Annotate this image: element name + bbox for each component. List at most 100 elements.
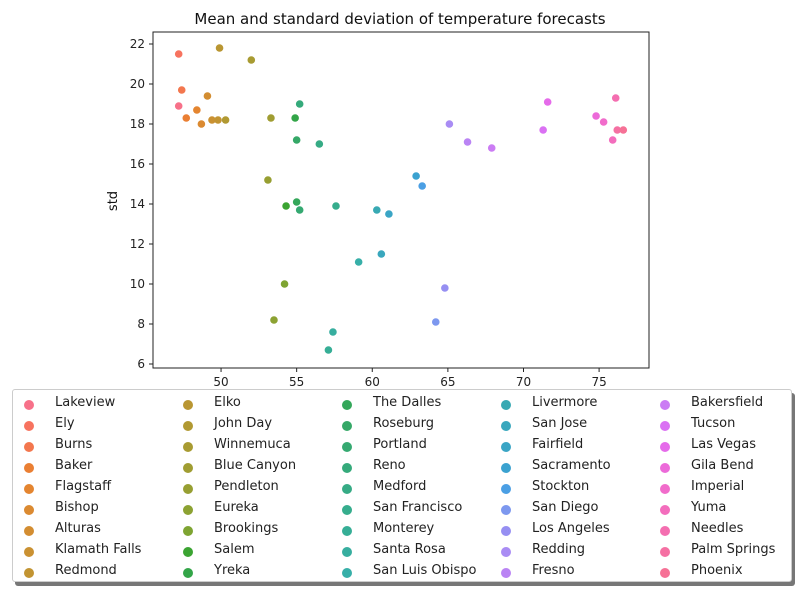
x-tick-label: 50 xyxy=(213,375,228,389)
legend-label: Salem xyxy=(214,542,255,557)
legend-label: San Luis Obispo xyxy=(373,563,477,578)
legend-marker xyxy=(24,421,34,431)
x-tick-label: 55 xyxy=(289,375,304,389)
legend: Lakeview Ely Burns Baker Flagstaff Bishop Altu… xyxy=(12,389,792,582)
legend-marker xyxy=(342,421,352,431)
data-point-sacramento xyxy=(412,172,420,180)
legend-marker xyxy=(24,526,34,536)
data-point-klamath-falls xyxy=(208,116,216,124)
legend-marker xyxy=(501,421,511,431)
data-point-portland xyxy=(295,206,304,214)
data-point-reno xyxy=(295,100,304,108)
legend-marker xyxy=(660,421,670,431)
data-point-blue-canyon xyxy=(267,114,275,122)
legend-label: Needles xyxy=(691,521,744,536)
y-tick-label: 6 xyxy=(137,357,145,371)
legend-marker xyxy=(24,463,34,473)
legend-marker xyxy=(183,568,193,578)
legend-marker xyxy=(501,484,511,494)
legend-label: Yuma xyxy=(691,500,727,515)
legend-label: Flagstaff xyxy=(55,479,112,494)
data-point-fairfield xyxy=(385,210,393,218)
legend-label: Las Vegas xyxy=(691,437,756,452)
legend-label: Sacramento xyxy=(532,458,611,473)
legend-label: Santa Rosa xyxy=(373,542,446,557)
y-tick-label: 18 xyxy=(130,117,145,131)
scatter-points xyxy=(174,44,628,354)
legend-marker xyxy=(183,442,193,452)
legend-marker xyxy=(660,568,670,578)
x-tick-label: 75 xyxy=(591,375,606,389)
legend-label: San Jose xyxy=(532,416,588,431)
data-point-imperial xyxy=(599,118,608,126)
legend-label: Elko xyxy=(214,395,241,410)
data-point-elko xyxy=(215,44,224,52)
y-tick-label: 12 xyxy=(130,237,145,251)
legend-marker xyxy=(183,526,193,536)
legend-marker xyxy=(501,442,511,452)
legend-label: Tucson xyxy=(691,416,736,431)
legend-label: Bakersfield xyxy=(691,395,764,410)
legend-label: San Diego xyxy=(532,500,599,515)
data-point-gila-bend xyxy=(592,112,600,120)
legend-label: Klamath Falls xyxy=(55,542,142,557)
data-point-los-angeles xyxy=(441,284,449,292)
legend-marker xyxy=(24,505,34,515)
y-tick-label: 20 xyxy=(130,77,145,91)
legend-label: The Dalles xyxy=(373,395,442,410)
data-point-bishop xyxy=(197,120,206,128)
data-point-yuma xyxy=(608,136,617,144)
legend-label: Yreka xyxy=(214,563,251,578)
data-point-redmond xyxy=(214,116,222,124)
data-point-santa-rosa xyxy=(329,328,337,336)
y-tick-label: 8 xyxy=(137,317,145,331)
legend-label: Baker xyxy=(55,458,93,473)
data-point-ely xyxy=(174,50,183,58)
legend-label: Palm Springs xyxy=(691,542,776,557)
data-point-bakersfield xyxy=(487,144,496,152)
data-point-san-jose xyxy=(377,250,386,258)
legend-label: Gila Bend xyxy=(691,458,754,473)
data-point-roseburg xyxy=(292,136,301,144)
legend-label: Imperial xyxy=(691,479,745,494)
data-point-john-day xyxy=(221,116,230,124)
legend-marker xyxy=(183,463,193,473)
data-point-burns xyxy=(177,86,186,94)
legend-marker xyxy=(501,547,511,557)
legend-marker xyxy=(660,526,670,536)
legend-marker xyxy=(24,484,34,494)
legend-marker xyxy=(342,526,352,536)
legend-marker xyxy=(660,547,670,557)
y-tick-label: 14 xyxy=(130,197,145,211)
y-tick-label: 22 xyxy=(130,37,145,51)
legend-label: Los Angeles xyxy=(532,521,610,536)
legend-marker xyxy=(24,547,34,557)
data-point-medford xyxy=(315,140,324,148)
data-point-flagstaff xyxy=(193,106,201,114)
legend-marker xyxy=(24,568,34,578)
legend-marker xyxy=(342,505,352,515)
data-point-lakeview xyxy=(174,102,183,110)
legend-marker xyxy=(342,442,352,452)
legend-label: Livermore xyxy=(532,395,598,410)
plot-area-frame xyxy=(152,31,650,369)
x-tick-label: 65 xyxy=(440,375,455,389)
data-point-san-luis-obispo xyxy=(354,258,363,266)
data-point-monterey xyxy=(324,346,333,354)
legend-label: Roseburg xyxy=(373,416,435,431)
data-point-baker xyxy=(182,114,191,122)
data-point-eureka xyxy=(270,316,278,324)
data-point-pendleton xyxy=(264,176,272,184)
legend-label: Reno xyxy=(373,458,406,473)
legend-label: Redding xyxy=(532,542,586,557)
legend-marker xyxy=(660,505,670,515)
legend-label: Bishop xyxy=(55,500,99,515)
data-point-brookings xyxy=(280,280,289,288)
legend-label: Redmond xyxy=(55,563,117,578)
data-point-las-vegas xyxy=(543,98,552,106)
legend-label: Pendleton xyxy=(214,479,279,494)
y-tick-label: 16 xyxy=(130,157,145,171)
legend-marker xyxy=(183,421,193,431)
legend-label: Winnemuca xyxy=(214,437,291,452)
